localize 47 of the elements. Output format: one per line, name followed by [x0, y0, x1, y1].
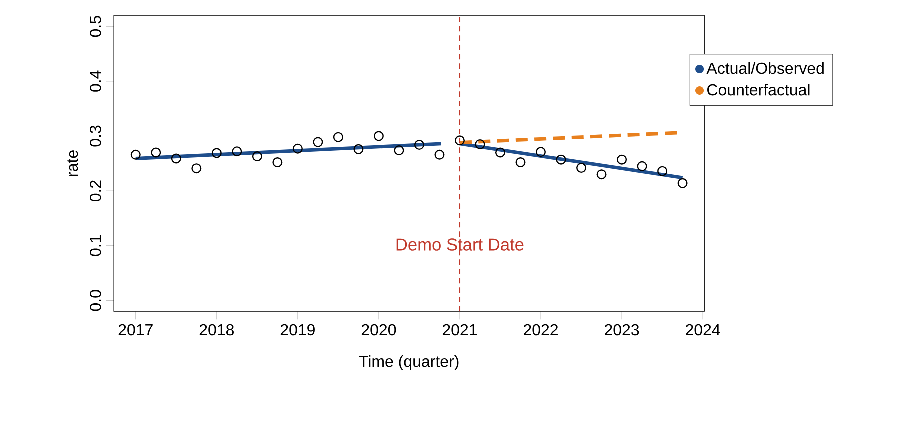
point — [576, 163, 587, 174]
point — [313, 137, 324, 148]
x-tick-label: 2023 — [605, 324, 640, 336]
point — [232, 146, 242, 157]
point — [252, 152, 262, 162]
y-tick-label: 0.2 — [90, 180, 102, 202]
point — [678, 178, 688, 188]
legend-label: Counterfactual — [708, 84, 810, 96]
x-tick-label: 2024 — [686, 324, 720, 336]
y-axis-title: rate — [68, 150, 78, 176]
point — [212, 148, 222, 158]
point — [151, 148, 162, 158]
point — [596, 170, 607, 180]
x-tick-label: 2022 — [524, 324, 558, 336]
y-tick-label: 0.1 — [90, 236, 102, 256]
point — [475, 139, 486, 150]
point — [272, 158, 283, 168]
point — [394, 146, 404, 156]
point — [434, 150, 445, 160]
legend-label: Actual/Observed — [706, 62, 824, 74]
point — [617, 154, 628, 165]
point — [536, 147, 546, 158]
point — [354, 144, 364, 154]
point — [637, 161, 648, 172]
x-tick-label: 2017 — [118, 324, 153, 336]
point — [171, 154, 182, 164]
point — [495, 148, 506, 158]
ref-line-label: Demo Start Date — [396, 238, 524, 251]
x-tick-label: 2018 — [200, 324, 234, 336]
point — [292, 144, 303, 154]
point — [130, 150, 141, 160]
x-tick-label: 2021 — [442, 324, 477, 336]
y-tick-label: 0.3 — [90, 126, 102, 147]
x-tick-label: 2020 — [362, 324, 396, 336]
point — [414, 140, 424, 150]
x-axis-title: Time (quarter) — [359, 356, 459, 370]
y-tick-label: 0.0 — [90, 290, 102, 312]
x-tick-label: 2019 — [280, 324, 315, 336]
point — [658, 166, 668, 176]
point — [454, 136, 465, 146]
point — [374, 131, 384, 142]
point — [333, 132, 344, 142]
point — [192, 164, 202, 174]
y-tick-label: 0.4 — [90, 70, 102, 92]
y-tick-label: 0.5 — [90, 16, 102, 38]
point — [556, 154, 566, 165]
point — [516, 158, 526, 168]
